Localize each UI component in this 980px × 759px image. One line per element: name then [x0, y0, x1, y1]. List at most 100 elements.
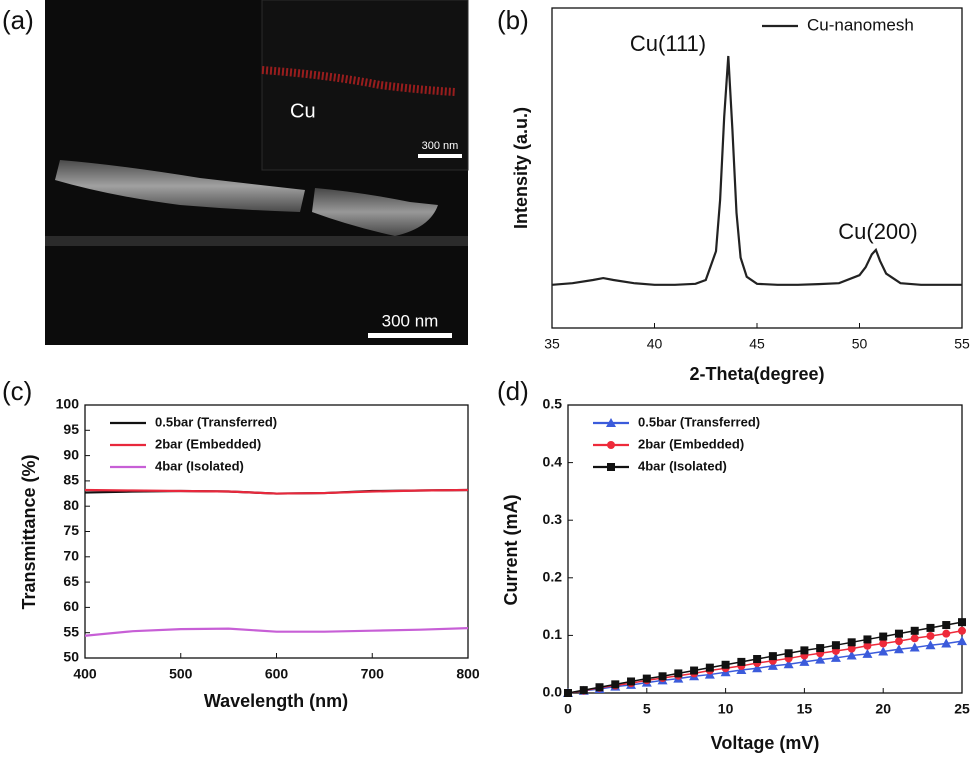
- y-tick-label: 0.4: [543, 453, 563, 469]
- marker: [783, 659, 794, 669]
- marker: [958, 626, 966, 635]
- x-tick-label: 5: [643, 701, 651, 717]
- plot-area: 35 40 45 50 55: [544, 7, 970, 352]
- legend-label: 0.5bar (Transferred): [155, 414, 277, 429]
- legend-label: 2bar (Embedded): [638, 436, 744, 451]
- marker: [767, 660, 778, 670]
- x-tick-label: 50: [852, 336, 868, 352]
- marker: [942, 621, 951, 630]
- scale-bar: [418, 154, 462, 158]
- marker: [847, 638, 856, 647]
- legend-marker: [606, 418, 616, 427]
- marker: [862, 648, 873, 658]
- legend-marker: [607, 441, 615, 449]
- legend-label: 4bar (Isolated): [155, 458, 244, 473]
- x-tick-label: 15: [797, 701, 813, 717]
- marker: [579, 686, 588, 695]
- plot-area: 400 500 600 700 800 50 55 60 65 70 75 80 85 90 95 100: [56, 396, 480, 682]
- marker: [909, 642, 920, 652]
- marker: [847, 644, 856, 653]
- marker: [879, 639, 888, 648]
- axes-frame: [567, 404, 963, 694]
- scale-bar: [368, 333, 452, 338]
- x-tick-label: 45: [749, 336, 765, 352]
- marker: [815, 654, 826, 664]
- marker: [910, 634, 919, 643]
- marker: [737, 657, 746, 666]
- panel-label: (c): [2, 376, 32, 406]
- x-tick-label: 800: [456, 666, 480, 682]
- x-tick-label: 400: [73, 666, 97, 682]
- y-tick-label: 65: [63, 573, 79, 589]
- marker: [893, 644, 904, 654]
- marker: [642, 674, 651, 683]
- series-line: [84, 627, 469, 637]
- y-axis-label: Transmittance (%): [19, 454, 39, 609]
- panel-label: (b): [497, 5, 529, 35]
- marker: [564, 689, 572, 697]
- marker: [863, 635, 872, 644]
- marker: [658, 672, 667, 681]
- marker: [705, 663, 714, 672]
- series-line: [551, 55, 962, 286]
- marker: [942, 629, 951, 638]
- marker: [753, 655, 762, 664]
- marker: [627, 677, 636, 686]
- x-axis-label: Voltage (mV): [711, 733, 820, 753]
- micrograph-inset: [261, 0, 469, 171]
- y-tick-label: 60: [63, 598, 79, 614]
- marker: [800, 646, 809, 655]
- marker: [863, 641, 872, 650]
- marker: [925, 640, 936, 650]
- legend-label: 2bar (Embedded): [155, 436, 261, 451]
- marker: [674, 669, 683, 678]
- x-tick-label: 25: [954, 701, 970, 717]
- x-axis-label: Wavelength (nm): [204, 691, 348, 711]
- y-tick-label: 0.5: [543, 396, 563, 412]
- axes-frame: [84, 404, 469, 659]
- x-tick-label: 20: [875, 701, 891, 717]
- marker: [752, 663, 763, 673]
- y-tick-label: 85: [63, 472, 79, 488]
- y-tick-label: 50: [63, 649, 79, 665]
- marker: [926, 623, 935, 632]
- marker: [831, 641, 840, 650]
- y-axis-label: Current (mA): [501, 494, 521, 605]
- marker: [879, 632, 888, 641]
- marker: [611, 680, 620, 689]
- y-tick-label: 0.1: [543, 626, 563, 642]
- x-axis-label: 2-Theta(degree): [689, 364, 824, 384]
- marker: [768, 652, 777, 661]
- marker: [958, 618, 966, 627]
- y-tick-label: 80: [63, 497, 79, 513]
- x-tick-label: 600: [265, 666, 289, 682]
- marker: [595, 683, 604, 692]
- legend-label: 4bar (Isolated): [638, 458, 727, 473]
- marker: [799, 656, 810, 666]
- series-line: [84, 488, 469, 495]
- legend-label: 0.5bar (Transferred): [638, 414, 760, 429]
- marker: [878, 646, 889, 656]
- x-tick-label: 35: [544, 336, 560, 352]
- y-tick-label: 55: [63, 623, 79, 639]
- panel-label: (a): [2, 5, 34, 35]
- x-tick-label: 0: [564, 701, 572, 717]
- nanowire: [55, 160, 305, 212]
- legend-label: Cu-nanomesh: [807, 15, 914, 34]
- marker: [957, 636, 967, 646]
- y-tick-label: 0.3: [543, 511, 563, 527]
- y-tick-label: 90: [63, 446, 79, 462]
- peak-label: Cu(111): [630, 31, 706, 56]
- marker: [830, 652, 841, 662]
- marker: [894, 629, 903, 638]
- marker: [910, 626, 919, 635]
- y-tick-label: 0.0: [543, 684, 563, 700]
- legend-marker: [607, 463, 615, 471]
- x-tick-label: 10: [718, 701, 734, 717]
- nanowire: [312, 188, 438, 236]
- marker: [894, 637, 903, 646]
- y-axis-label: Intensity (a.u.): [511, 107, 531, 229]
- marker: [816, 644, 825, 653]
- x-tick-label: 500: [169, 666, 193, 682]
